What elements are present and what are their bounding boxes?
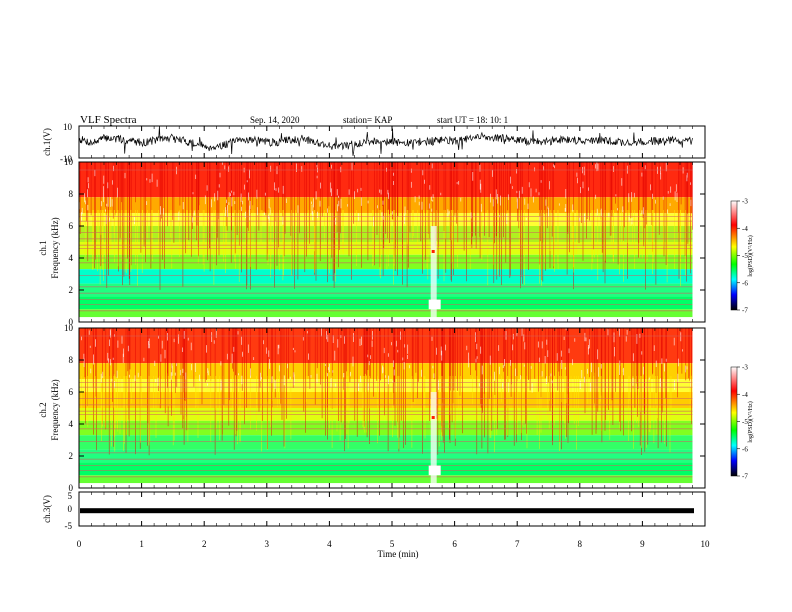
spectrogram-ytick-label: 0 bbox=[69, 483, 74, 493]
time-axis-tick-label: 1 bbox=[139, 539, 144, 549]
spectrogram-event-mark bbox=[431, 416, 435, 419]
time-axis-tick-label: 9 bbox=[640, 539, 645, 549]
spectrogram-event-column bbox=[430, 226, 437, 319]
ch2-spectrogram-yticks: 0 2 4 6 8 10 bbox=[64, 323, 705, 493]
ch3-ytick-mid: 0 bbox=[68, 504, 73, 514]
spectrogram-band bbox=[79, 283, 693, 297]
ch1-waveform-trace bbox=[78, 125, 693, 156]
ch1-waveform-line bbox=[78, 125, 693, 156]
spectrogram-ytick-label: 8 bbox=[69, 189, 74, 199]
ch3-signal-panel: 5 0 -5 ch.3(V) bbox=[42, 491, 706, 531]
time-axis-tick-label: 6 bbox=[452, 539, 457, 549]
ch1-ytick-top: 10 bbox=[63, 122, 73, 132]
spectrogram-ytick-label: 2 bbox=[69, 285, 74, 295]
ch1-colorbar-label: log(PSD)(V²/Hz) bbox=[747, 235, 754, 276]
ch2-spectrogram-image bbox=[79, 328, 705, 488]
ch1-waveform-panel: 10 -10 ch.1(V) bbox=[42, 122, 706, 164]
time-axis-tick-label: 10 bbox=[701, 539, 711, 549]
ch1-colorbar: -3 -4 -5 -6 -7 log(PSD)(V²/Hz) bbox=[730, 198, 754, 315]
ch2-spectrogram-panel: 0 2 4 6 8 10 ch.2 Frequency (kHz) bbox=[38, 323, 706, 493]
ch1-spectrogram-channel-label: ch.1 bbox=[38, 240, 48, 255]
spectrogram-band bbox=[79, 420, 693, 436]
spectrogram-interference-lines bbox=[79, 335, 693, 478]
spectrogram-speckle bbox=[79, 162, 692, 227]
spectrogram-mid-streaks bbox=[81, 376, 692, 453]
spectrogram-band bbox=[79, 226, 693, 242]
spectrogram-band bbox=[79, 462, 693, 476]
time-axis-label: Time (min) bbox=[378, 549, 419, 559]
colorbar-tick-label: -5 bbox=[742, 252, 748, 260]
spectrogram-band bbox=[79, 475, 693, 484]
colorbar-tick-label: -7 bbox=[742, 307, 748, 315]
spectrogram-band bbox=[79, 197, 693, 214]
spectrogram-ytick-label: 4 bbox=[69, 253, 74, 263]
spectrogram-band bbox=[79, 317, 693, 322]
spectrogram-band bbox=[79, 254, 693, 270]
start-time-label: start UT = 18: 10: 1 bbox=[437, 115, 508, 125]
spectrogram-band bbox=[79, 296, 693, 310]
time-axis-tick-label: 7 bbox=[515, 539, 520, 549]
colorbar-tick-label: -5 bbox=[742, 418, 748, 426]
ch2-spectrogram-channel-label: ch.2 bbox=[38, 402, 48, 417]
colorbar-tick-label: -3 bbox=[742, 364, 748, 372]
spectrogram-ytick-label: 10 bbox=[64, 323, 74, 333]
spectrogram-band bbox=[79, 269, 693, 284]
spectrogram-ytick-label: 4 bbox=[69, 419, 74, 429]
spectrogram-band bbox=[79, 309, 693, 318]
ch3-ytick-top: 5 bbox=[68, 491, 73, 501]
colorbar-tick-label: -4 bbox=[742, 225, 748, 233]
spectrogram-speckle bbox=[81, 328, 692, 393]
station-label: station= KAP bbox=[343, 115, 392, 125]
ch1-spectrogram-image bbox=[79, 162, 705, 322]
spectrogram-band bbox=[79, 328, 693, 364]
date-label: Sep. 14, 2020 bbox=[250, 115, 300, 125]
ch3-signal-ylabel: ch.3(V) bbox=[42, 495, 52, 523]
spectrogram-ytick-label: 6 bbox=[69, 387, 74, 397]
ch1-ytick-bottom: -10 bbox=[60, 154, 72, 164]
spectrogram-ytick-label: 10 bbox=[64, 157, 74, 167]
spectrogram-burst-streaks bbox=[84, 328, 692, 456]
spectrogram-event-column bbox=[430, 392, 437, 485]
spectrogram-ytick-label: 8 bbox=[69, 355, 74, 365]
spectrogram-band bbox=[79, 162, 693, 198]
time-axis-major-ticks bbox=[78, 126, 706, 526]
time-axis-tick-label: 2 bbox=[202, 539, 207, 549]
colorbar-tick-label: -4 bbox=[742, 391, 748, 399]
time-axis-tick-label: 0 bbox=[77, 539, 82, 549]
spectrogram-ytick-label: 0 bbox=[69, 317, 74, 327]
colorbar-tick-label: -6 bbox=[742, 279, 748, 287]
colorbar-tick-label: -6 bbox=[742, 445, 748, 453]
spectrogram-ytick-label: 6 bbox=[69, 221, 74, 231]
spectrogram-event-mark bbox=[431, 250, 435, 253]
colorbar-tick-label: -3 bbox=[742, 198, 748, 206]
ch1-waveform-ylabel: ch.1(V) bbox=[42, 128, 52, 156]
ch2-colorbar-ticks: -3 -4 -5 -6 -7 bbox=[737, 364, 748, 481]
spectrogram-event-blob bbox=[428, 465, 441, 476]
ch1-spectrogram-ylabel: Frequency (kHz) bbox=[50, 217, 60, 278]
ch3-signal-trace bbox=[80, 508, 694, 514]
ch1-spectrogram-panel: 0 2 4 6 8 10 ch.1 Frequency (kHz) bbox=[38, 157, 706, 327]
time-axis-tick-label: 3 bbox=[265, 539, 270, 549]
time-axis-tick-label: 5 bbox=[390, 539, 395, 549]
spectrogram-band bbox=[79, 483, 693, 488]
ch2-colorbar-label: log(PSD)(V²/Hz) bbox=[747, 401, 754, 442]
spectrogram-band bbox=[79, 449, 693, 463]
figure-title: VLF Spectra bbox=[80, 114, 137, 126]
ch2-colorbar: -3 -4 -5 -6 -7 log(PSD)(V²/Hz) bbox=[730, 364, 754, 481]
spectrogram-band bbox=[79, 435, 693, 450]
ch1-colorbar-ticks: -3 -4 -5 -6 -7 bbox=[737, 198, 748, 315]
time-axis: 0 1 2 3 4 5 6 7 8 9 10 bbox=[77, 126, 710, 549]
time-axis-minor-ticks bbox=[91, 126, 693, 526]
colorbar-tick-label: -7 bbox=[742, 473, 748, 481]
ch3-ytick-bottom: -5 bbox=[65, 521, 73, 531]
time-axis-tick-label: 8 bbox=[578, 539, 583, 549]
spectrogram-ytick-label: 2 bbox=[69, 451, 74, 461]
ch1-spectrogram-yticks: 0 2 4 6 8 10 bbox=[64, 157, 705, 327]
ch2-spectrogram-ylabel: Frequency (kHz) bbox=[50, 379, 60, 440]
spectrogram-band bbox=[79, 213, 693, 226]
time-axis-tick-label: 4 bbox=[327, 539, 332, 549]
spectrogram-event-blob bbox=[428, 299, 441, 310]
spectrogram-interference-lines bbox=[79, 169, 693, 312]
